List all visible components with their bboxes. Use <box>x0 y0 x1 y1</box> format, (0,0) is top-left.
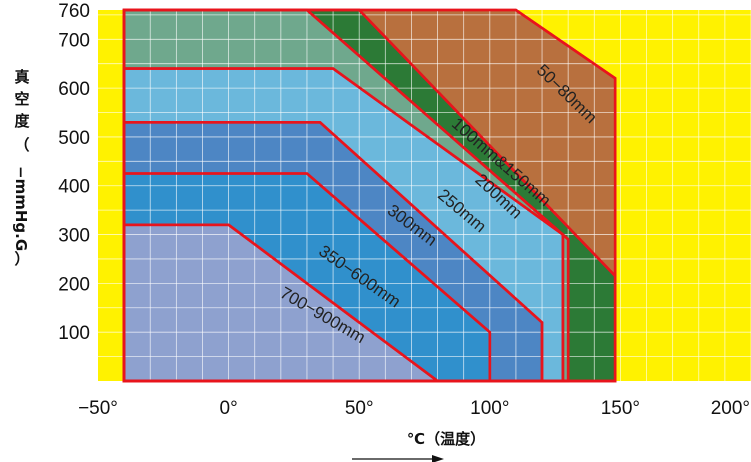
y-tick-label: 300 <box>58 226 90 247</box>
x-tick-label: 150° <box>601 398 640 419</box>
zone-border-7 <box>122 223 442 383</box>
y-axis-title-unit: −mmHg.G <box>12 166 30 251</box>
x-axis-title: ℃（温度） <box>407 430 485 448</box>
y-tick-label: 700 <box>58 30 90 51</box>
y-tick-label: 100 <box>58 323 90 344</box>
y-tick-label: 600 <box>58 79 90 100</box>
y-axis-title: 真空度 （ −mmHg.G） <box>12 68 30 268</box>
x-tick-labels: −50° 0° 50° 100° 150° 200° <box>78 398 750 419</box>
x-tick-label: 200° <box>711 398 750 419</box>
grid-lines <box>98 8 751 383</box>
x-tick-label: 0° <box>220 398 238 419</box>
x-tick-label: 50° <box>345 398 374 419</box>
y-tick-labels: 100 200 300 400 500 600 700 760 <box>58 1 90 344</box>
y-axis-title-char: 真 <box>14 68 29 86</box>
y-tick-label: 400 <box>58 177 90 198</box>
y-tick-label: 200 <box>58 274 90 295</box>
x-axis-arrow <box>352 455 444 462</box>
y-axis-title-paren-close: ） <box>14 250 29 268</box>
y-axis-title-paren-open: （ <box>14 136 29 154</box>
y-tick-label: 500 <box>58 128 90 149</box>
x-tick-label: −50° <box>78 398 118 419</box>
y-axis-title-char: 空 <box>14 90 29 108</box>
y-tick-label: 760 <box>58 1 90 22</box>
y-axis-title-char: 度 <box>14 112 30 130</box>
x-tick-label: 100° <box>470 398 509 419</box>
